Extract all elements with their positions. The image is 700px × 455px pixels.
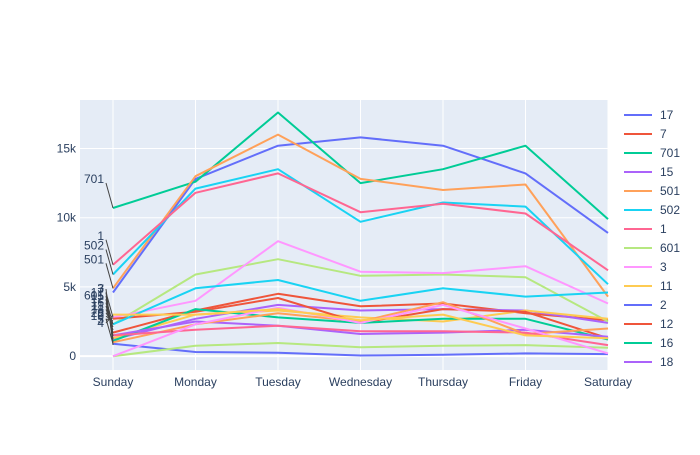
x-axis-ticks: Sunday Monday Tuesday Wednesday Thursday Frid… <box>93 375 632 389</box>
x-tick-label: Sunday <box>93 375 134 389</box>
legend-label: 502 <box>660 203 680 217</box>
legend-label: 501 <box>660 184 680 198</box>
legend[interactable]: 17 7 701 15 501 502 1 601 3 11 2 12 16 18 <box>624 108 680 369</box>
x-tick-label: Tuesday <box>255 375 301 389</box>
annotation-label: 501 <box>84 252 104 266</box>
legend-item-7[interactable]: 7 <box>624 127 667 141</box>
x-tick-label: Saturday <box>584 375 632 389</box>
legend-item-701[interactable]: 701 <box>624 146 680 160</box>
legend-label: 1 <box>660 222 667 236</box>
annotation-label: 4 <box>97 316 104 330</box>
legend-label: 18 <box>660 355 674 369</box>
x-tick-label: Monday <box>174 375 217 389</box>
legend-item-1[interactable]: 1 <box>624 222 667 236</box>
x-tick-label: Thursday <box>418 375 468 389</box>
legend-label: 2 <box>660 298 667 312</box>
y-tick-label: 0 <box>69 349 76 363</box>
legend-label: 701 <box>660 146 680 160</box>
legend-item-502[interactable]: 502 <box>624 203 680 217</box>
legend-item-11[interactable]: 11 <box>624 279 673 293</box>
legend-item-3[interactable]: 3 <box>624 260 667 274</box>
legend-label: 11 <box>660 279 673 293</box>
y-tick-label: 10k <box>57 211 77 225</box>
legend-item-12[interactable]: 12 <box>624 317 674 331</box>
legend-item-601[interactable]: 601 <box>624 241 680 255</box>
legend-item-16[interactable]: 16 <box>624 336 674 350</box>
annotation-label: 701 <box>84 172 104 186</box>
legend-label: 15 <box>660 165 674 179</box>
legend-item-17[interactable]: 17 <box>624 108 674 122</box>
legend-item-18[interactable]: 18 <box>624 355 674 369</box>
legend-label: 601 <box>660 241 680 255</box>
legend-label: 12 <box>660 317 674 331</box>
y-tick-label: 5k <box>63 280 77 294</box>
y-axis-ticks: 0 5k 10k 15k <box>57 141 77 363</box>
legend-label: 17 <box>660 108 674 122</box>
annotation-label: 1 <box>97 229 104 243</box>
legend-label: 16 <box>660 336 674 350</box>
legend-label: 3 <box>660 260 667 274</box>
legend-item-501[interactable]: 501 <box>624 184 680 198</box>
x-tick-label: Wednesday <box>329 375 392 389</box>
legend-item-15[interactable]: 15 <box>624 165 674 179</box>
y-tick-label: 15k <box>57 141 77 155</box>
x-tick-label: Friday <box>509 375 542 389</box>
legend-item-2[interactable]: 2 <box>624 298 667 312</box>
legend-label: 7 <box>660 127 667 141</box>
